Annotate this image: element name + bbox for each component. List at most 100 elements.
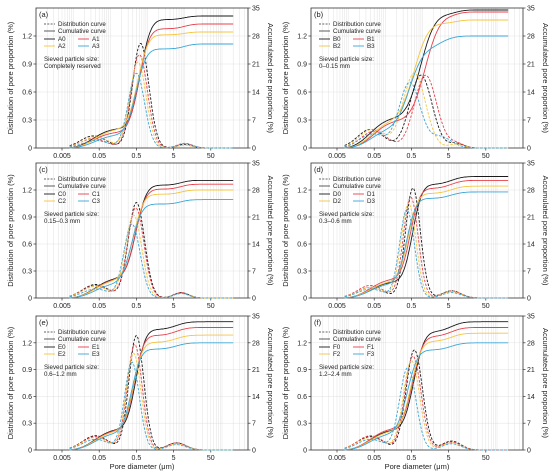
x-tick-label: 5 xyxy=(447,455,451,462)
cumulative-line-A0 xyxy=(69,15,234,149)
axes-frame xyxy=(35,7,249,149)
legend-series-A3: A3 xyxy=(92,43,100,50)
gridlines xyxy=(310,316,524,451)
left-axis-label: Distribution of pore proportion (%) xyxy=(6,21,15,134)
sieve-value: 0.15–0.3 mm xyxy=(44,218,80,225)
sieve-label: Sieved particle size: xyxy=(319,56,374,63)
axes-frame xyxy=(310,315,524,451)
left-tick-label: 0 xyxy=(28,146,32,153)
left-tick-label: 0 xyxy=(303,146,307,153)
left-tick-label: 0.3 xyxy=(22,118,32,125)
legend-series-F3: F3 xyxy=(367,351,375,358)
left-axis-label: Distribution of pore proportion (%) xyxy=(6,174,15,287)
right-tick-label: 21 xyxy=(527,62,535,69)
left-axis-label: Distribution of pore proportion (%) xyxy=(6,326,15,439)
legend-series-F0: F0 xyxy=(333,344,341,351)
left-tick-label: 1.2 xyxy=(297,34,307,41)
right-tick-label: 28 xyxy=(527,34,535,41)
curves xyxy=(344,9,509,149)
right-tick-label: 28 xyxy=(527,340,535,347)
panel-a: 0.005 0.05 0.5 5 50 0 0.3 0.6 0.9 1.2 0 7 14 21 28 35 (a… xyxy=(6,6,275,161)
sieve-label: Sieved particle size: xyxy=(319,211,374,218)
legend-series-F2: F2 xyxy=(333,351,341,358)
right-tick-label: 35 xyxy=(252,6,260,13)
right-tick-label: 28 xyxy=(527,188,535,195)
left-tick-label: 0 xyxy=(28,296,32,303)
panel-f: 0.005 0.05 0.5 5 50 0 0.3 0.6 0.9 1.2 0 7 14 21 28 35 (f… xyxy=(281,314,550,472)
curves xyxy=(344,176,509,299)
right-tick-label: 7 xyxy=(252,421,256,428)
left-tick-label: 0.6 xyxy=(22,90,32,97)
x-tick-label: 5 xyxy=(447,153,451,160)
legend-series-F1: F1 xyxy=(367,344,375,351)
axes-frame xyxy=(35,315,249,451)
left-tick-label: 0.6 xyxy=(22,394,32,401)
right-tick-label: 0 xyxy=(252,296,256,303)
legend-label-distribution: Distribution curve xyxy=(58,21,106,28)
x-tick-label: 0.005 xyxy=(53,153,71,160)
left-tick-label: 0.9 xyxy=(22,62,32,69)
sieve-label: Sieved particle size: xyxy=(44,211,99,218)
right-tick-label: 7 xyxy=(252,118,256,125)
right-tick-label: 35 xyxy=(527,161,535,168)
distribution-line-E2 xyxy=(69,352,234,451)
legend-label-cumulative: Cumulative curve xyxy=(58,183,106,190)
x-tick-label: 50 xyxy=(207,455,215,462)
distribution-line-D2 xyxy=(344,202,509,299)
left-tick-label: 0.6 xyxy=(297,242,307,249)
left-tick-label: 0.9 xyxy=(297,62,307,69)
right-axis-label: Accumulated pore proportion (%) xyxy=(266,328,275,439)
right-tick-label: 21 xyxy=(252,367,260,374)
panel-label: (c) xyxy=(39,165,48,174)
right-tick-label: 0 xyxy=(527,296,531,303)
right-tick-label: 35 xyxy=(527,6,535,13)
x-tick-label: 0.5 xyxy=(132,153,142,160)
legend-series-E1: E1 xyxy=(92,344,100,351)
cumulative-line-A1 xyxy=(69,23,234,149)
left-tick-label: 0 xyxy=(303,296,307,303)
right-axis-label: Accumulated pore proportion (%) xyxy=(266,175,275,286)
legend-label-distribution: Distribution curve xyxy=(58,176,106,183)
sieve-value: Completely reserved xyxy=(44,63,101,70)
right-axis-label: Accumulated pore proportion (%) xyxy=(541,328,550,439)
right-tick-label: 7 xyxy=(252,269,256,276)
right-tick-label: 21 xyxy=(252,215,260,222)
panels: 0.005 0.05 0.5 5 5000.30.60.91.20714212835(a… xyxy=(6,6,550,472)
left-tick-label: 0.3 xyxy=(22,269,32,276)
left-tick-label: 0.9 xyxy=(297,215,307,222)
right-tick-label: 21 xyxy=(527,367,535,374)
cumulative-line-C3 xyxy=(69,199,234,299)
cumulative-line-B0 xyxy=(344,9,509,149)
right-axis-label: Accumulated pore proportion (%) xyxy=(541,175,550,286)
panel-label: (d) xyxy=(314,165,324,174)
left-tick-label: 0.3 xyxy=(22,421,32,428)
right-tick-label: 14 xyxy=(527,394,535,401)
cumulative-line-A3 xyxy=(69,43,234,149)
legend-series-A0: A0 xyxy=(58,36,66,43)
panel-label: (f) xyxy=(314,318,322,327)
right-tick-label: 21 xyxy=(252,62,260,69)
curves xyxy=(344,321,509,451)
right-tick-label: 14 xyxy=(527,90,535,97)
left-tick-label: 1.2 xyxy=(22,340,32,347)
legend-series-A1: A1 xyxy=(92,36,100,43)
left-tick-label: 1.2 xyxy=(297,188,307,195)
gridlines xyxy=(35,163,249,299)
distribution-line-C0 xyxy=(69,201,234,299)
left-tick-label: 1.2 xyxy=(297,340,307,347)
x-tick-label: 0.5 xyxy=(407,455,417,462)
sieve-value: 0–0.15 mm xyxy=(319,63,350,70)
legend-series-D1: D1 xyxy=(367,191,375,198)
x-tick-label: 0.005 xyxy=(53,455,71,462)
right-tick-label: 0 xyxy=(527,448,531,455)
legend-series-B0: B0 xyxy=(333,36,341,43)
x-tick-label: 0.5 xyxy=(132,455,142,462)
cumulative-line-F1 xyxy=(344,327,509,451)
distribution-line-B2 xyxy=(344,72,509,149)
legend-label-distribution: Distribution curve xyxy=(333,329,381,336)
right-tick-label: 0 xyxy=(527,146,531,153)
legend-label-distribution: Distribution curve xyxy=(58,329,106,336)
